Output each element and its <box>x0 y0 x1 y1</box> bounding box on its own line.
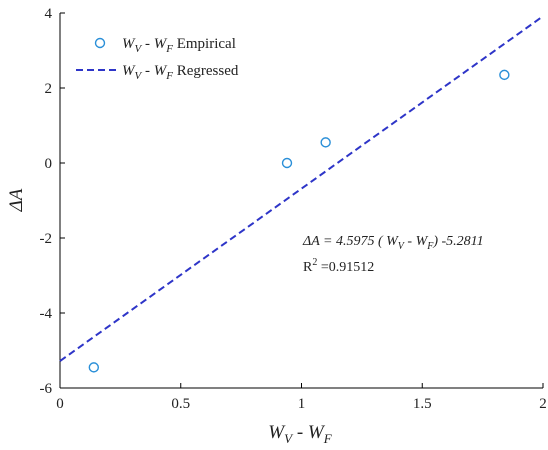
x-tick-label: 1 <box>298 396 306 412</box>
y-tick-label: -4 <box>40 306 53 322</box>
r-squared-label: R2 =0.91512 <box>303 257 374 275</box>
x-axis-title: WV - WF <box>268 422 332 446</box>
x-tick-label: 2 <box>539 396 547 412</box>
legend-marker-empirical <box>94 37 106 49</box>
legend: WV - WF Empirical WV - WF Regressed <box>76 36 239 82</box>
x-tick-label: 0.5 <box>171 396 190 412</box>
data-point <box>499 69 510 81</box>
legend-label-empirical: WV - WF Empirical <box>122 36 236 55</box>
x-tick-label: 1.5 <box>413 396 432 412</box>
y-tick-label: 2 <box>45 81 53 97</box>
y-tick-label: 4 <box>45 6 53 22</box>
plot-area <box>59 15 544 373</box>
legend-label-regressed: WV - WF Regressed <box>122 63 239 82</box>
data-point <box>320 137 331 148</box>
data-point <box>281 157 293 169</box>
tick-labels: 0 0.5 1 1.5 2 -6 -4 -2 0 2 4 <box>40 6 547 412</box>
y-axis-title: ΔA <box>6 188 27 212</box>
ticks <box>59 12 544 389</box>
y-tick-label: -2 <box>40 231 53 247</box>
x-tick-label: 0 <box>56 396 64 412</box>
y-tick-label: -6 <box>40 381 53 397</box>
regression-equation: ΔA = 4.5975 ( WV - WF) -5.2811 <box>302 234 484 252</box>
data-point <box>88 362 100 373</box>
y-tick-label: 0 <box>45 156 53 172</box>
